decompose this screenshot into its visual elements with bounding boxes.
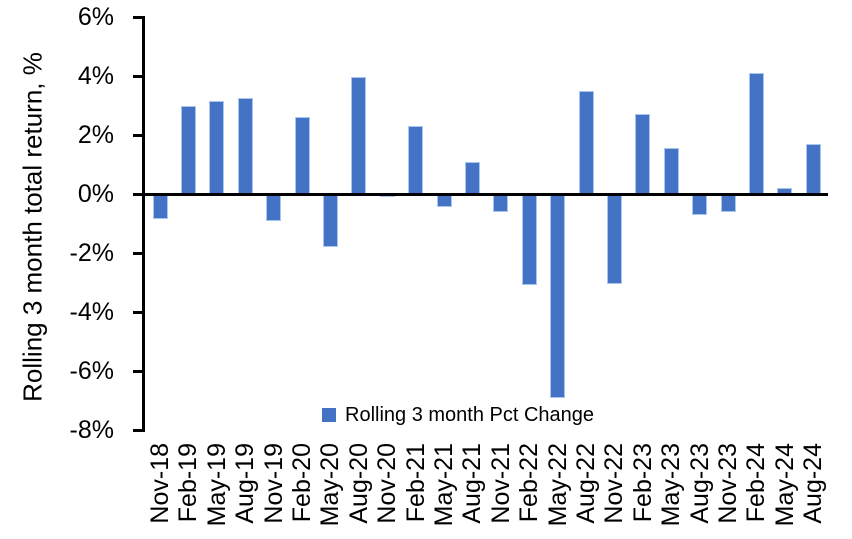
- x-axis-label: Nov-19: [259, 443, 288, 524]
- bar: [493, 194, 509, 212]
- legend: Rolling 3 month Pct Change: [322, 402, 594, 428]
- x-axis-label: Aug-22: [572, 443, 600, 524]
- bar: [237, 98, 253, 194]
- x-axis-label: May-23: [657, 443, 686, 527]
- x-axis-label: Aug-19: [231, 443, 260, 524]
- bar: [663, 148, 679, 194]
- y-tick-mark: [133, 74, 143, 78]
- bar: [408, 126, 424, 194]
- bar: [692, 194, 708, 215]
- y-tick-label: 4%: [77, 62, 114, 90]
- x-axis-label: Feb-24: [742, 443, 771, 523]
- x-axis-label: May-19: [202, 443, 231, 527]
- bar: [322, 194, 338, 248]
- y-tick-label: -8%: [69, 416, 114, 444]
- x-axis-label: Feb-22: [515, 443, 544, 523]
- x-axis-label: Nov-21: [486, 443, 515, 524]
- y-tick-label: -6%: [69, 357, 114, 385]
- y-tick-label: 0%: [77, 180, 114, 208]
- bar: [294, 117, 310, 194]
- y-tick-mark: [133, 15, 143, 19]
- x-axis-label: May-21: [430, 443, 458, 527]
- bar: [180, 105, 196, 194]
- y-tick-mark: [133, 310, 143, 314]
- y-tick-mark: [133, 192, 143, 196]
- bar: [606, 194, 622, 284]
- x-axis-label: Aug-20: [344, 443, 373, 524]
- y-tick-label: -4%: [69, 298, 114, 326]
- x-axis-label: May-24: [770, 443, 799, 527]
- x-axis-label: Nov-22: [600, 443, 629, 524]
- x-axis-label: Aug-21: [458, 443, 487, 524]
- bar: [521, 194, 537, 286]
- bar: [720, 194, 736, 212]
- x-axis-label: Aug-23: [685, 443, 714, 524]
- x-axis-label: Aug-24: [799, 443, 828, 524]
- x-axis-label: Feb-19: [174, 443, 203, 523]
- x-axis-label: May-22: [543, 443, 572, 527]
- y-tick-mark: [133, 369, 143, 373]
- bar: [266, 194, 282, 221]
- x-axis-label: May-20: [316, 443, 345, 527]
- x-axis-zero-line: [142, 192, 828, 196]
- y-tick-label: 6%: [77, 3, 114, 31]
- y-tick-mark: [133, 428, 143, 432]
- legend-label: Rolling 3 month Pct Change: [345, 403, 595, 426]
- bar: [464, 161, 480, 194]
- y-tick-mark: [133, 251, 143, 255]
- x-axis-label: Nov-18: [146, 443, 174, 524]
- y-tick-mark: [133, 133, 143, 137]
- y-tick-label: -2%: [69, 239, 114, 267]
- bar: [209, 101, 225, 194]
- bar: [635, 114, 651, 194]
- bar: [351, 77, 367, 194]
- x-axis-label: Feb-23: [628, 443, 657, 523]
- x-axis-label: Nov-20: [373, 443, 402, 524]
- bar: [578, 90, 594, 194]
- x-axis-label: Nov-23: [714, 443, 742, 524]
- x-axis-label: Feb-20: [288, 443, 316, 523]
- bar: [152, 194, 168, 220]
- x-axis-label: Feb-21: [401, 443, 430, 523]
- bar: [748, 73, 764, 194]
- bar: [805, 143, 821, 194]
- bar: [436, 194, 452, 208]
- bar: [550, 194, 566, 398]
- legend-marker-icon: [322, 408, 336, 422]
- y-tick-label: 2%: [77, 121, 114, 149]
- y-axis-line: [142, 16, 145, 432]
